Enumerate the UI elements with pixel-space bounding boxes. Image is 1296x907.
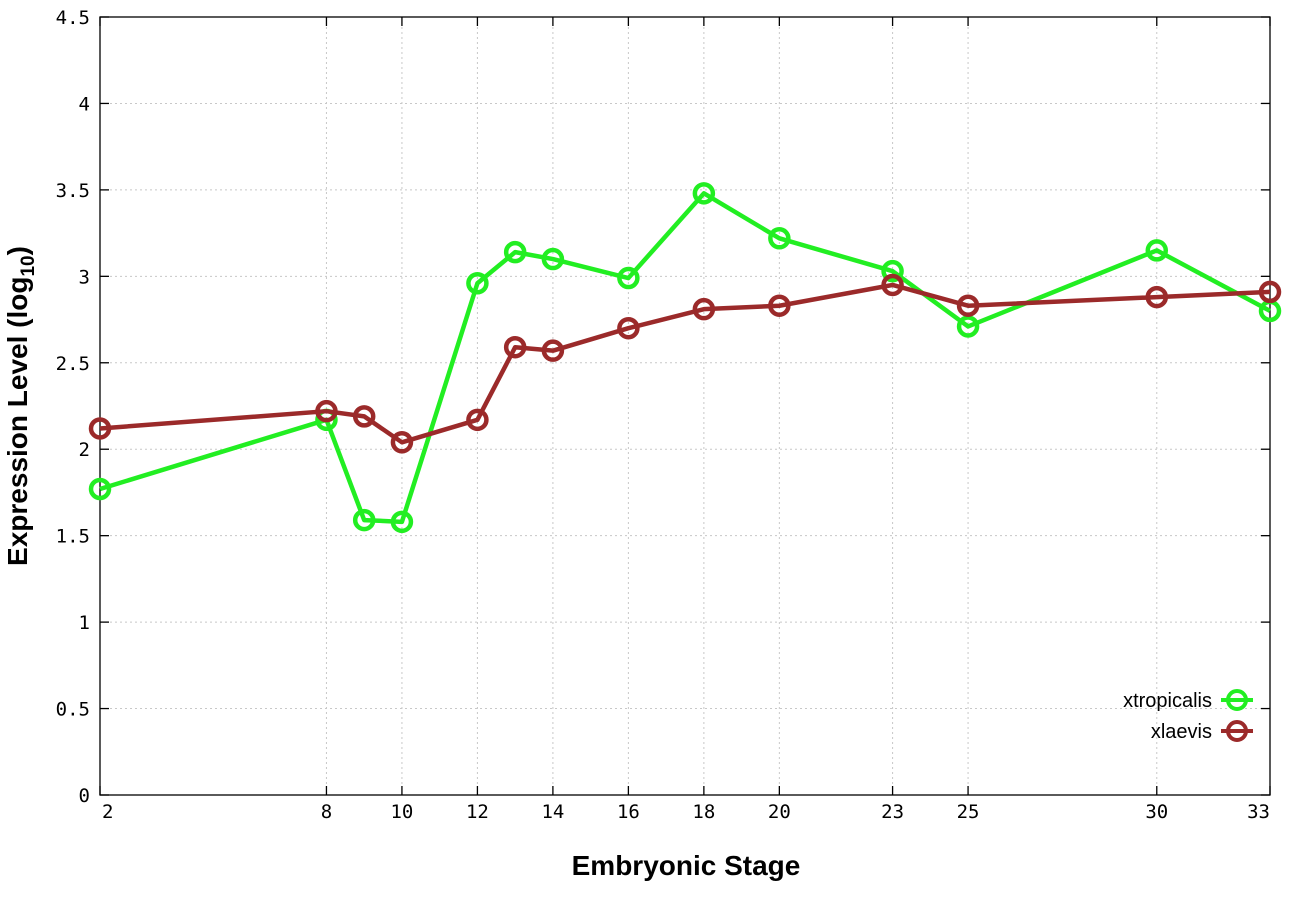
data-point-xlaevis: [881, 273, 904, 297]
data-point-xlaevis: [390, 431, 414, 454]
y-tick-label: 1.5: [56, 526, 90, 548]
data-point-xlaevis: [692, 297, 716, 321]
data-point-xtropicalis: [692, 182, 716, 205]
data-point-xtropicalis: [768, 227, 791, 250]
data-point-xtropicalis: [1145, 239, 1169, 262]
legend-marker-xtropicalis: [1226, 689, 1248, 711]
x-tick-label: 2: [102, 801, 113, 823]
y-tick-label: 1: [79, 612, 90, 634]
y-tick-label: 3.5: [56, 180, 90, 202]
data-point-xlaevis: [315, 399, 338, 423]
x-tick-label: 14: [541, 801, 564, 823]
data-point-xtropicalis: [881, 259, 904, 283]
legend-marker-xlaevis: [1226, 720, 1248, 742]
data-point-xlaevis: [617, 316, 640, 340]
data-point-xlaevis: [956, 294, 980, 317]
y-tick-label: 2: [79, 439, 90, 461]
data-point-xlaevis: [1258, 280, 1282, 304]
x-tick-label: 23: [881, 801, 904, 823]
data-point-xtropicalis: [88, 477, 112, 501]
x-tick-label: 30: [1145, 801, 1168, 823]
series-line-xtropicalis: [99, 191, 1272, 525]
grid: [100, 17, 1270, 795]
legend-label-xtropicalis: xtropicalis: [1123, 690, 1212, 712]
x-tick-label: 10: [390, 801, 413, 823]
data-point-xlaevis: [352, 405, 376, 428]
y-axis-title-close: ): [2, 246, 33, 255]
series-group: [88, 182, 1282, 534]
plot-frame: [99, 16, 1271, 796]
legend-label-xlaevis: xlaevis: [1151, 721, 1212, 743]
data-point-xtropicalis: [390, 510, 414, 534]
y-tick-label: 3: [79, 266, 90, 288]
y-axis-title-main: Expression Level (log: [2, 277, 33, 566]
x-axis-title: Embryonic Stage: [572, 850, 801, 881]
data-point-xlaevis: [466, 408, 489, 432]
data-point-xtropicalis: [617, 266, 640, 290]
x-tick-label: 25: [957, 801, 980, 823]
data-point-xlaevis: [1145, 285, 1169, 309]
x-tick-label: 8: [321, 801, 332, 823]
data-point-xlaevis: [541, 339, 565, 362]
y-tick-label: 2.5: [56, 353, 90, 375]
y-axis-title-subscript: 10: [18, 255, 39, 276]
data-point-xtropicalis: [541, 247, 565, 271]
x-tick-label: 18: [692, 801, 715, 823]
data-point-xlaevis: [768, 294, 791, 317]
data-point-xtropicalis: [466, 271, 489, 295]
y-axis: 0 0.5 1 1.5 2 2.5 3 3.5 4 4.5: [56, 7, 1270, 807]
x-tick-label: 20: [768, 801, 791, 823]
x-axis: 2 8 10 12 14 16 18 20 23 25 30 33: [99, 17, 1271, 823]
y-axis-title: Expression Level (log10): [2, 246, 39, 566]
legend: xtropicalis xlaevis: [1123, 689, 1253, 743]
data-point-xtropicalis: [352, 508, 376, 532]
y-tick-label: 4.5: [56, 7, 90, 29]
y-tick-label: 4: [79, 93, 90, 115]
y-tick-label: 0: [79, 785, 90, 807]
data-point-xlaevis: [503, 335, 527, 359]
data-point-xtropicalis: [956, 315, 980, 338]
data-point-xtropicalis: [503, 240, 527, 264]
x-tick-label: 12: [466, 801, 489, 823]
data-point-xlaevis: [88, 417, 112, 440]
series-line-xlaevis: [99, 282, 1271, 445]
y-tick-label: 0.5: [56, 699, 90, 721]
x-tick-label: 16: [617, 801, 640, 823]
x-tick-label: 33: [1247, 801, 1270, 823]
